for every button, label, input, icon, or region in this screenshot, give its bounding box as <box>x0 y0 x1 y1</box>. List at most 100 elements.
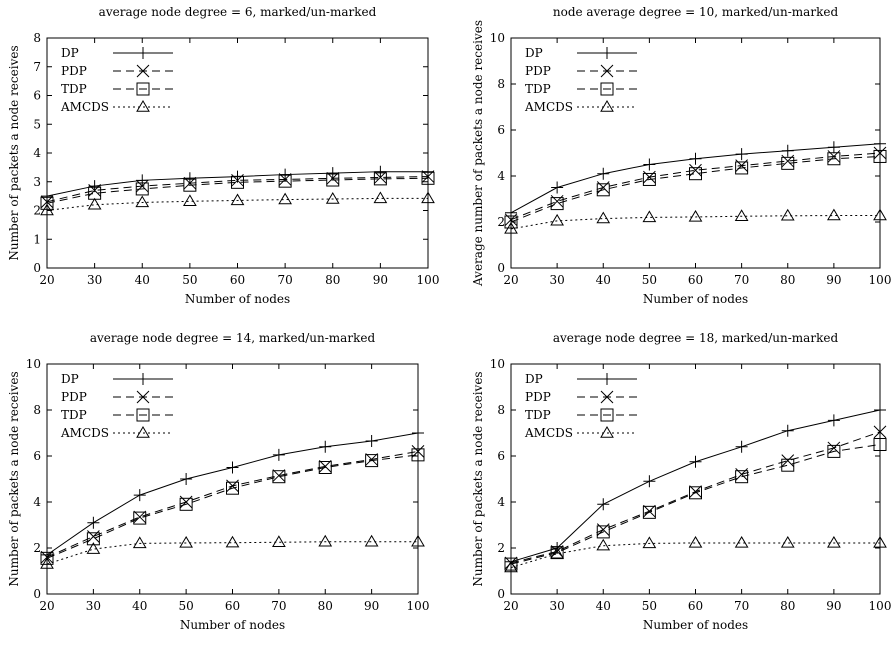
series-line <box>510 152 881 221</box>
data-point <box>365 454 379 468</box>
series-tdp <box>40 448 425 565</box>
x-tick-label: 70 <box>277 273 292 287</box>
data-point <box>183 194 197 206</box>
legend-label: PDP <box>525 390 551 404</box>
chart-panel-2: node average degree = 10, marked/un-mark… <box>471 5 891 306</box>
data-point <box>873 438 887 451</box>
x-axis-label: Number of nodes <box>643 292 748 306</box>
data-point <box>183 172 196 185</box>
data-point <box>596 183 610 197</box>
y-tick-label: 3 <box>33 175 41 189</box>
legend-marker <box>136 426 150 438</box>
x-tick-label: 70 <box>734 599 749 613</box>
x-tick-label: 80 <box>780 599 795 613</box>
y-tick-label: 1 <box>33 232 41 246</box>
x-tick-label: 20 <box>503 273 518 287</box>
y-tick-label: 10 <box>26 357 41 371</box>
series-line <box>510 444 881 565</box>
data-point <box>780 208 795 221</box>
x-tick-label: 80 <box>318 599 333 613</box>
data-point <box>133 510 147 524</box>
data-point <box>412 427 424 439</box>
y-tick-label: 2 <box>33 541 41 555</box>
legend-label: TDP <box>61 82 87 96</box>
data-point <box>735 148 748 161</box>
legend-marker <box>137 373 149 385</box>
data-point <box>231 175 244 189</box>
data-point <box>551 181 564 194</box>
data-point <box>226 479 239 493</box>
y-tick-label: 8 <box>33 403 41 417</box>
series-dp <box>505 137 886 219</box>
x-tick-label: 40 <box>135 273 150 287</box>
legend-marker <box>136 390 150 404</box>
x-tick-label: 30 <box>87 273 102 287</box>
x-tick-label: 100 <box>407 599 430 613</box>
y-axis-label: Average number of packets a node receive… <box>471 20 485 287</box>
data-point <box>734 209 749 221</box>
y-tick-label: 2 <box>33 204 41 218</box>
data-point <box>318 461 332 474</box>
x-tick-label: 40 <box>596 273 611 287</box>
data-point <box>421 171 435 185</box>
data-point <box>550 213 564 226</box>
data-point <box>689 167 702 181</box>
x-tick-label: 40 <box>596 599 611 613</box>
legend-label: DP <box>61 372 79 386</box>
y-tick-label: 8 <box>497 403 505 417</box>
data-point <box>40 551 54 565</box>
data-point <box>827 441 841 455</box>
chart-panel-1: average node degree = 6, marked/un-marke… <box>7 5 439 306</box>
data-point <box>373 172 387 186</box>
data-point <box>827 414 840 427</box>
data-point <box>689 485 702 499</box>
x-tick-label: 100 <box>869 599 892 613</box>
y-tick-label: 0 <box>497 587 505 601</box>
y-tick-label: 6 <box>497 123 505 137</box>
data-point <box>325 192 340 204</box>
data-point <box>180 473 193 485</box>
data-point <box>226 461 239 474</box>
y-tick-label: 6 <box>497 449 505 463</box>
data-point <box>318 534 333 547</box>
data-point <box>597 167 610 180</box>
data-point <box>874 404 886 416</box>
data-point <box>86 532 100 546</box>
legend-marker <box>601 47 613 59</box>
x-tick-label: 50 <box>642 273 657 287</box>
series-dp <box>41 427 424 561</box>
series-amcds <box>504 208 887 234</box>
series-tdp <box>504 438 887 571</box>
chart-title: average node degree = 14, marked/un-mark… <box>90 331 376 345</box>
y-tick-label: 0 <box>497 261 505 275</box>
data-point <box>550 197 564 211</box>
y-tick-label: 6 <box>33 89 41 103</box>
legend-label: TDP <box>525 408 551 422</box>
data-point <box>597 498 610 511</box>
legend: DP PDP TDP AMCDS <box>524 46 637 114</box>
y-tick-label: 7 <box>33 60 41 74</box>
data-point <box>643 158 656 171</box>
data-point <box>504 560 518 573</box>
data-point <box>505 206 517 219</box>
legend-label: DP <box>61 46 79 60</box>
data-point <box>41 190 53 203</box>
legend-marker <box>136 64 150 78</box>
legend-label: DP <box>525 372 543 386</box>
y-tick-label: 4 <box>497 495 505 509</box>
series-amcds <box>40 534 425 569</box>
chart-title: node average degree = 10, marked/un-mark… <box>553 5 839 19</box>
data-point <box>781 454 795 467</box>
legend-marker <box>600 64 614 78</box>
data-point <box>781 144 794 157</box>
legend-marker <box>136 100 150 112</box>
data-point <box>135 195 150 208</box>
y-tick-label: 6 <box>33 449 41 463</box>
y-tick-label: 10 <box>490 357 505 371</box>
data-point <box>873 146 887 160</box>
data-point <box>873 425 887 439</box>
x-tick-label: 70 <box>734 273 749 287</box>
series-line <box>46 177 429 204</box>
y-axis-label: Number of packets a node receives <box>7 371 21 586</box>
y-tick-label: 0 <box>33 261 41 275</box>
